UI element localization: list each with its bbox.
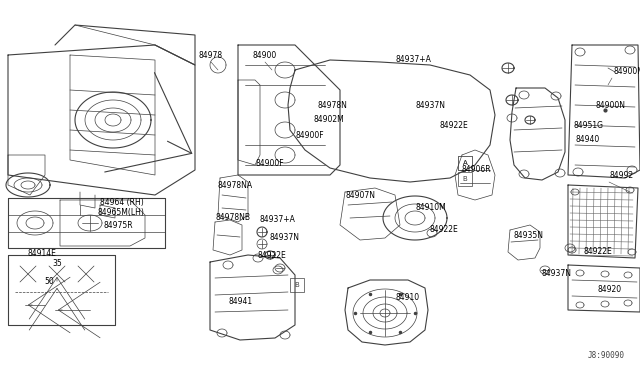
Text: J8:90090: J8:90090 (588, 351, 625, 360)
Text: 84922E: 84922E (258, 250, 287, 260)
Text: 84900: 84900 (253, 51, 277, 61)
Text: 84907N: 84907N (345, 192, 375, 201)
Text: 84900N: 84900N (596, 100, 626, 109)
Text: 84906R: 84906R (461, 166, 491, 174)
Text: 84922E: 84922E (430, 225, 459, 234)
Text: 84978N: 84978N (318, 102, 348, 110)
Text: 84937N: 84937N (541, 269, 571, 279)
Text: 84900F: 84900F (256, 158, 285, 167)
Text: 84910M: 84910M (415, 202, 445, 212)
Text: 84910: 84910 (396, 294, 420, 302)
Bar (458, 156, 472, 170)
Text: B: B (294, 282, 300, 288)
Text: 84902M: 84902M (313, 115, 344, 125)
Text: 84951G: 84951G (573, 121, 603, 129)
Text: 84937+A: 84937+A (396, 55, 432, 64)
Text: 84964 (RH): 84964 (RH) (100, 198, 144, 206)
Text: 50: 50 (44, 278, 54, 286)
Text: 84978: 84978 (199, 51, 223, 61)
Text: 84978NA: 84978NA (218, 180, 253, 189)
Text: A: A (463, 160, 467, 166)
Text: 84900F: 84900F (295, 131, 324, 140)
Text: 84922E: 84922E (583, 247, 612, 257)
Text: 84937+A: 84937+A (260, 215, 296, 224)
Text: 35: 35 (52, 260, 61, 269)
Text: 84937N: 84937N (415, 100, 445, 109)
Bar (458, 156, 472, 170)
Bar (458, 172, 472, 186)
Text: 84914E: 84914E (28, 250, 57, 259)
Text: 84922E: 84922E (440, 121, 468, 129)
Text: 84941: 84941 (229, 298, 253, 307)
Bar (290, 278, 304, 292)
Text: 84935N: 84935N (514, 231, 544, 240)
Text: 84992: 84992 (609, 170, 633, 180)
Text: 84940: 84940 (575, 135, 599, 144)
Text: 84937N: 84937N (269, 234, 299, 243)
Text: 84978NB: 84978NB (215, 214, 250, 222)
Text: 84975R: 84975R (104, 221, 134, 230)
Text: 84965M(LH): 84965M(LH) (97, 208, 144, 218)
Text: 84920: 84920 (597, 285, 621, 294)
Text: B: B (463, 176, 467, 182)
Text: 84900M: 84900M (614, 67, 640, 77)
Text: A: A (463, 160, 467, 166)
